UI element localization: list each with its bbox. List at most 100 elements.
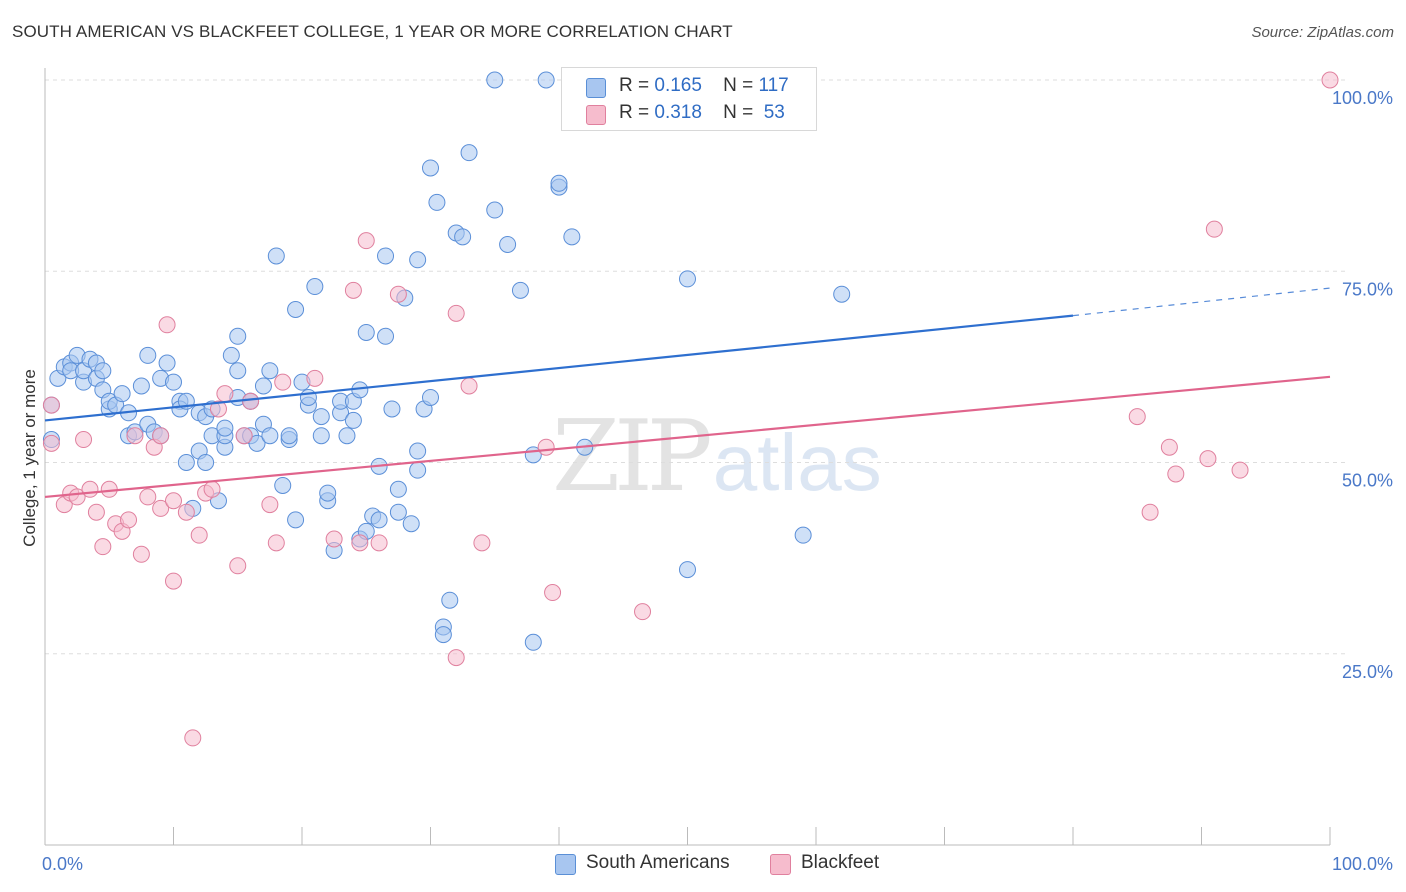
- data-point: [81, 480, 99, 498]
- data-point: [409, 461, 427, 479]
- data-point: [165, 373, 182, 391]
- data-point: [486, 201, 504, 219]
- data-point: [454, 228, 472, 246]
- data-point: [422, 388, 439, 406]
- data-point: [126, 427, 144, 445]
- chart-title: SOUTH AMERICAN VS BLACKFEET COLLEGE, 1 Y…: [12, 22, 733, 41]
- data-point: [287, 301, 305, 318]
- data-point: [216, 385, 234, 403]
- data-point: [383, 400, 401, 418]
- data-point: [261, 496, 279, 514]
- data-point: [537, 438, 555, 456]
- data-point: [132, 545, 150, 563]
- data-point: [833, 285, 851, 303]
- data-point: [312, 427, 330, 445]
- trend-lines: [44, 287, 1331, 499]
- data-point: [389, 480, 407, 498]
- legend-swatch-blackfeet: [586, 105, 606, 125]
- data-point: [441, 591, 459, 609]
- data-point: [1321, 71, 1339, 89]
- data-point: [42, 396, 60, 414]
- data-point: [216, 419, 234, 437]
- data-point: [209, 400, 227, 418]
- data-point: [409, 251, 427, 269]
- data-point: [344, 281, 362, 299]
- data-point: [229, 362, 247, 380]
- data-point: [312, 408, 330, 426]
- data-point: [177, 503, 195, 521]
- data-point: [152, 427, 170, 445]
- legend-swatch-south-americans: [586, 78, 606, 98]
- data-point: [544, 584, 562, 602]
- data-point: [319, 484, 337, 502]
- data-point: [679, 561, 696, 579]
- correlation-legend: R = 0.165 N = 117 R = 0.318 N = 53: [561, 67, 817, 131]
- data-point: [306, 278, 324, 296]
- n-value: 117: [758, 75, 789, 96]
- y-tick-label: 75.0%: [1342, 279, 1393, 299]
- x-tick-label: 100.0%: [1332, 854, 1393, 874]
- data-point: [100, 480, 118, 498]
- data-point: [190, 526, 208, 544]
- data-point: [357, 232, 375, 250]
- data-point: [409, 442, 427, 460]
- data-point: [1141, 503, 1159, 521]
- data-point: [524, 633, 542, 651]
- data-point: [306, 369, 324, 387]
- legend-label: Blackfeet: [801, 852, 880, 873]
- data-point: [158, 316, 176, 334]
- data-point: [274, 373, 292, 391]
- series-blackfeet: [42, 71, 1339, 747]
- data-point: [325, 530, 343, 548]
- r-label: R =: [619, 75, 650, 96]
- data-point: [338, 427, 356, 445]
- data-point: [152, 499, 170, 517]
- data-point: [1231, 461, 1249, 479]
- data-point: [242, 392, 260, 410]
- y-tick-label: 50.0%: [1342, 471, 1393, 491]
- data-point: [120, 511, 138, 529]
- data-point: [113, 385, 131, 403]
- data-point: [254, 377, 272, 395]
- data-point: [261, 362, 279, 380]
- legend-stats-blackfeet: R = 0.318 N = 53: [619, 102, 785, 124]
- data-point: [634, 603, 652, 621]
- data-point: [248, 434, 266, 452]
- data-point: [537, 71, 555, 89]
- data-point: [139, 346, 157, 364]
- data-point: [434, 626, 452, 644]
- r-value: 0.318: [654, 102, 702, 123]
- data-point: [389, 503, 407, 521]
- data-point: [1199, 450, 1217, 468]
- legend-label: South Americans: [586, 852, 730, 873]
- series-south-americans: [42, 71, 851, 651]
- data-point: [203, 480, 221, 498]
- data-point: [267, 247, 285, 265]
- data-point: [261, 427, 279, 445]
- data-point: [158, 354, 176, 372]
- data-point: [422, 159, 439, 177]
- data-point: [377, 247, 395, 265]
- data-point: [357, 323, 375, 341]
- data-point: [165, 492, 182, 510]
- data-point: [1128, 408, 1146, 426]
- data-point: [447, 649, 465, 667]
- data-point: [197, 454, 215, 471]
- data-point: [499, 235, 517, 253]
- data-point: [370, 534, 388, 552]
- data-point: [75, 431, 93, 449]
- data-point: [139, 488, 157, 506]
- data-point: [222, 346, 240, 364]
- n-label: N =: [723, 75, 754, 96]
- data-point: [486, 71, 504, 89]
- y-tick-label: 25.0%: [1342, 662, 1393, 682]
- data-point: [460, 377, 478, 395]
- data-point: [563, 228, 581, 246]
- data-point: [229, 557, 247, 575]
- trend-line: [44, 314, 1074, 422]
- data-point: [299, 388, 317, 406]
- data-point: [235, 427, 253, 445]
- data-point: [267, 534, 285, 552]
- data-point: [473, 534, 491, 552]
